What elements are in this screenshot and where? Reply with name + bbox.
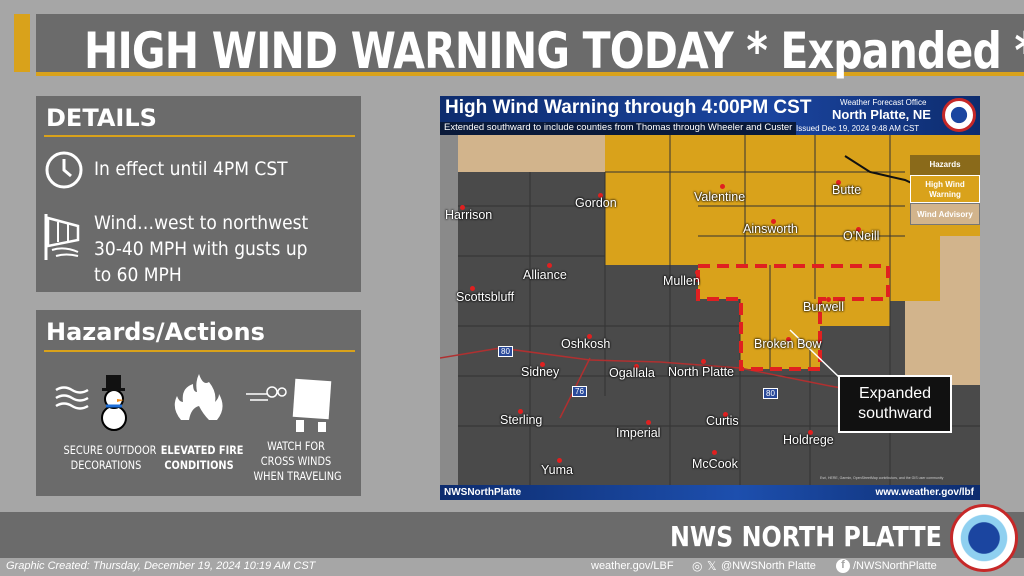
city-label: Harrison xyxy=(445,208,493,222)
clock-icon xyxy=(45,151,83,189)
city-label: North Platte xyxy=(668,365,735,379)
divider xyxy=(44,350,355,352)
warning-area xyxy=(605,135,980,369)
city-label: Broken Bow xyxy=(754,337,822,351)
instagram-icon: ◎ xyxy=(692,559,703,573)
city-label: Valentine xyxy=(694,190,746,204)
details-panel: DETAILS In effect until 4PM CST Wind…wes… xyxy=(36,96,361,292)
city-dot xyxy=(587,334,592,339)
expanded-callout: Expanded southward xyxy=(838,375,952,433)
city-dot xyxy=(836,180,841,185)
city-dot xyxy=(712,450,717,455)
map-footer: NWSNorthPlatte www.weather.gov/lbf xyxy=(440,485,980,500)
city-dot xyxy=(826,297,831,302)
nws-logo xyxy=(942,98,976,132)
city-dot xyxy=(695,270,700,275)
interstate-80-shield: 80 xyxy=(763,388,778,399)
title-bar: HIGH WIND WARNING TODAY * Expanded * xyxy=(36,14,1024,80)
map-subtitle: Extended southward to include counties f… xyxy=(440,122,797,135)
city-dot xyxy=(518,409,523,414)
map-title: High Wind Warning through 4:00PM CST xyxy=(445,97,812,118)
city-dot xyxy=(771,219,776,224)
city-label: O'Neill xyxy=(843,229,880,243)
wind-line-3: to 60 MPH xyxy=(94,264,182,286)
city-label: Mullen xyxy=(663,274,700,288)
page-title: HIGH WIND WARNING TODAY * Expanded * xyxy=(84,22,1024,80)
issued-time: Issued Dec 19, 2024 9:48 AM CST xyxy=(796,124,920,133)
city-label: Curtis xyxy=(706,414,739,428)
truck-wind-icon xyxy=(246,378,332,432)
city-dot xyxy=(557,458,562,463)
city-label: Burwell xyxy=(803,300,844,314)
legend-advisory: Wind Advisory xyxy=(910,203,980,225)
map-header: High Wind Warning through 4:00PM CST Ext… xyxy=(440,96,980,135)
title-accent xyxy=(14,14,30,72)
graphic-created: Graphic Created: Thursday, December 19, … xyxy=(6,560,316,572)
snowman-wind-icon xyxy=(55,375,127,431)
divider xyxy=(44,135,355,137)
footer-bar: NWS NORTH PLATTE xyxy=(0,512,1024,558)
interstate-80-shield: 80 xyxy=(498,346,513,357)
city-dot xyxy=(723,412,728,417)
interstate-76-shield: 76 xyxy=(572,386,587,397)
city-dot xyxy=(646,420,651,425)
advisory-area xyxy=(458,135,605,172)
city-dot xyxy=(460,205,465,210)
city-label: McCook xyxy=(692,457,738,471)
city-dot xyxy=(540,362,545,367)
credit-bar: Graphic Created: Thursday, December 19, … xyxy=(0,558,1024,576)
city-label: Sidney xyxy=(521,365,560,379)
wind-line-2: 30-40 MPH with gusts up xyxy=(94,238,308,260)
city-label: Butte xyxy=(832,183,862,197)
legend-warning: High Wind Warning xyxy=(910,175,980,203)
city-label: Gordon xyxy=(575,196,617,210)
warning-map: High Wind Warning through 4:00PM CST Ext… xyxy=(440,96,980,500)
map-attribution: Esri, HERE, Garmin, OpenStreetMap contri… xyxy=(820,476,944,480)
city-dot xyxy=(634,364,639,369)
facebook-handle[interactable]: /NWSNorthPlatte xyxy=(853,560,937,572)
city-label: Ainsworth xyxy=(743,222,798,236)
city-dot xyxy=(598,193,603,198)
city-label: Holdrege xyxy=(783,433,834,447)
city-label: Yuma xyxy=(541,463,573,477)
effect-text: In effect until 4PM CST xyxy=(94,158,288,180)
website-link[interactable]: weather.gov/LBF xyxy=(591,560,674,572)
map-regions xyxy=(440,135,980,485)
city-label: Scottsbluff xyxy=(456,290,515,304)
map-footer-handle: NWSNorthPlatte xyxy=(444,487,522,498)
nws-seal-icon xyxy=(950,504,1018,572)
city-dot xyxy=(470,286,475,291)
city-dot xyxy=(720,184,725,189)
hazard-label-fire: ELEVATED FIRE CONDITIONS xyxy=(160,443,244,472)
city-dot xyxy=(786,337,791,342)
office-footer-title: NWS NORTH PLATTE xyxy=(670,520,942,553)
wind-line-1: Wind…west to northwest xyxy=(94,212,309,234)
city-dot xyxy=(808,430,813,435)
office-label: Weather Forecast Office xyxy=(840,98,927,107)
map-footer-url[interactable]: www.weather.gov/lbf xyxy=(875,487,974,498)
city-label: Oshkosh xyxy=(561,337,611,351)
twitter-handle[interactable]: @NWSNorth Platte xyxy=(721,560,816,572)
x-icon: 𝕏 xyxy=(707,559,717,573)
fire-icon xyxy=(174,374,223,420)
city-dot xyxy=(701,359,706,364)
hazards-heading: Hazards/Actions xyxy=(46,318,265,346)
windsock-icon xyxy=(44,214,80,260)
office-name: North Platte, NE xyxy=(832,107,931,122)
city-label: Imperial xyxy=(616,426,661,440)
facebook-icon: f xyxy=(836,559,850,573)
hazard-label-crosswinds: WATCH FOR CROSS WINDS WHEN TRAVELING xyxy=(253,439,342,483)
city-dot xyxy=(547,263,552,268)
hazards-panel: Hazards/Actions SECURE OUTDOOR DECORATION… xyxy=(36,310,361,496)
hazard-label-decorations: SECURE OUTDOOR DECORATIONS xyxy=(63,443,157,472)
details-heading: DETAILS xyxy=(46,104,157,132)
city-label: Ogallala xyxy=(609,366,655,380)
city-dot xyxy=(856,227,861,232)
city-label: Sterling xyxy=(500,413,543,427)
city-label: Alliance xyxy=(523,268,567,282)
map-legend: Hazards High Wind Warning Wind Advisory xyxy=(910,155,980,225)
